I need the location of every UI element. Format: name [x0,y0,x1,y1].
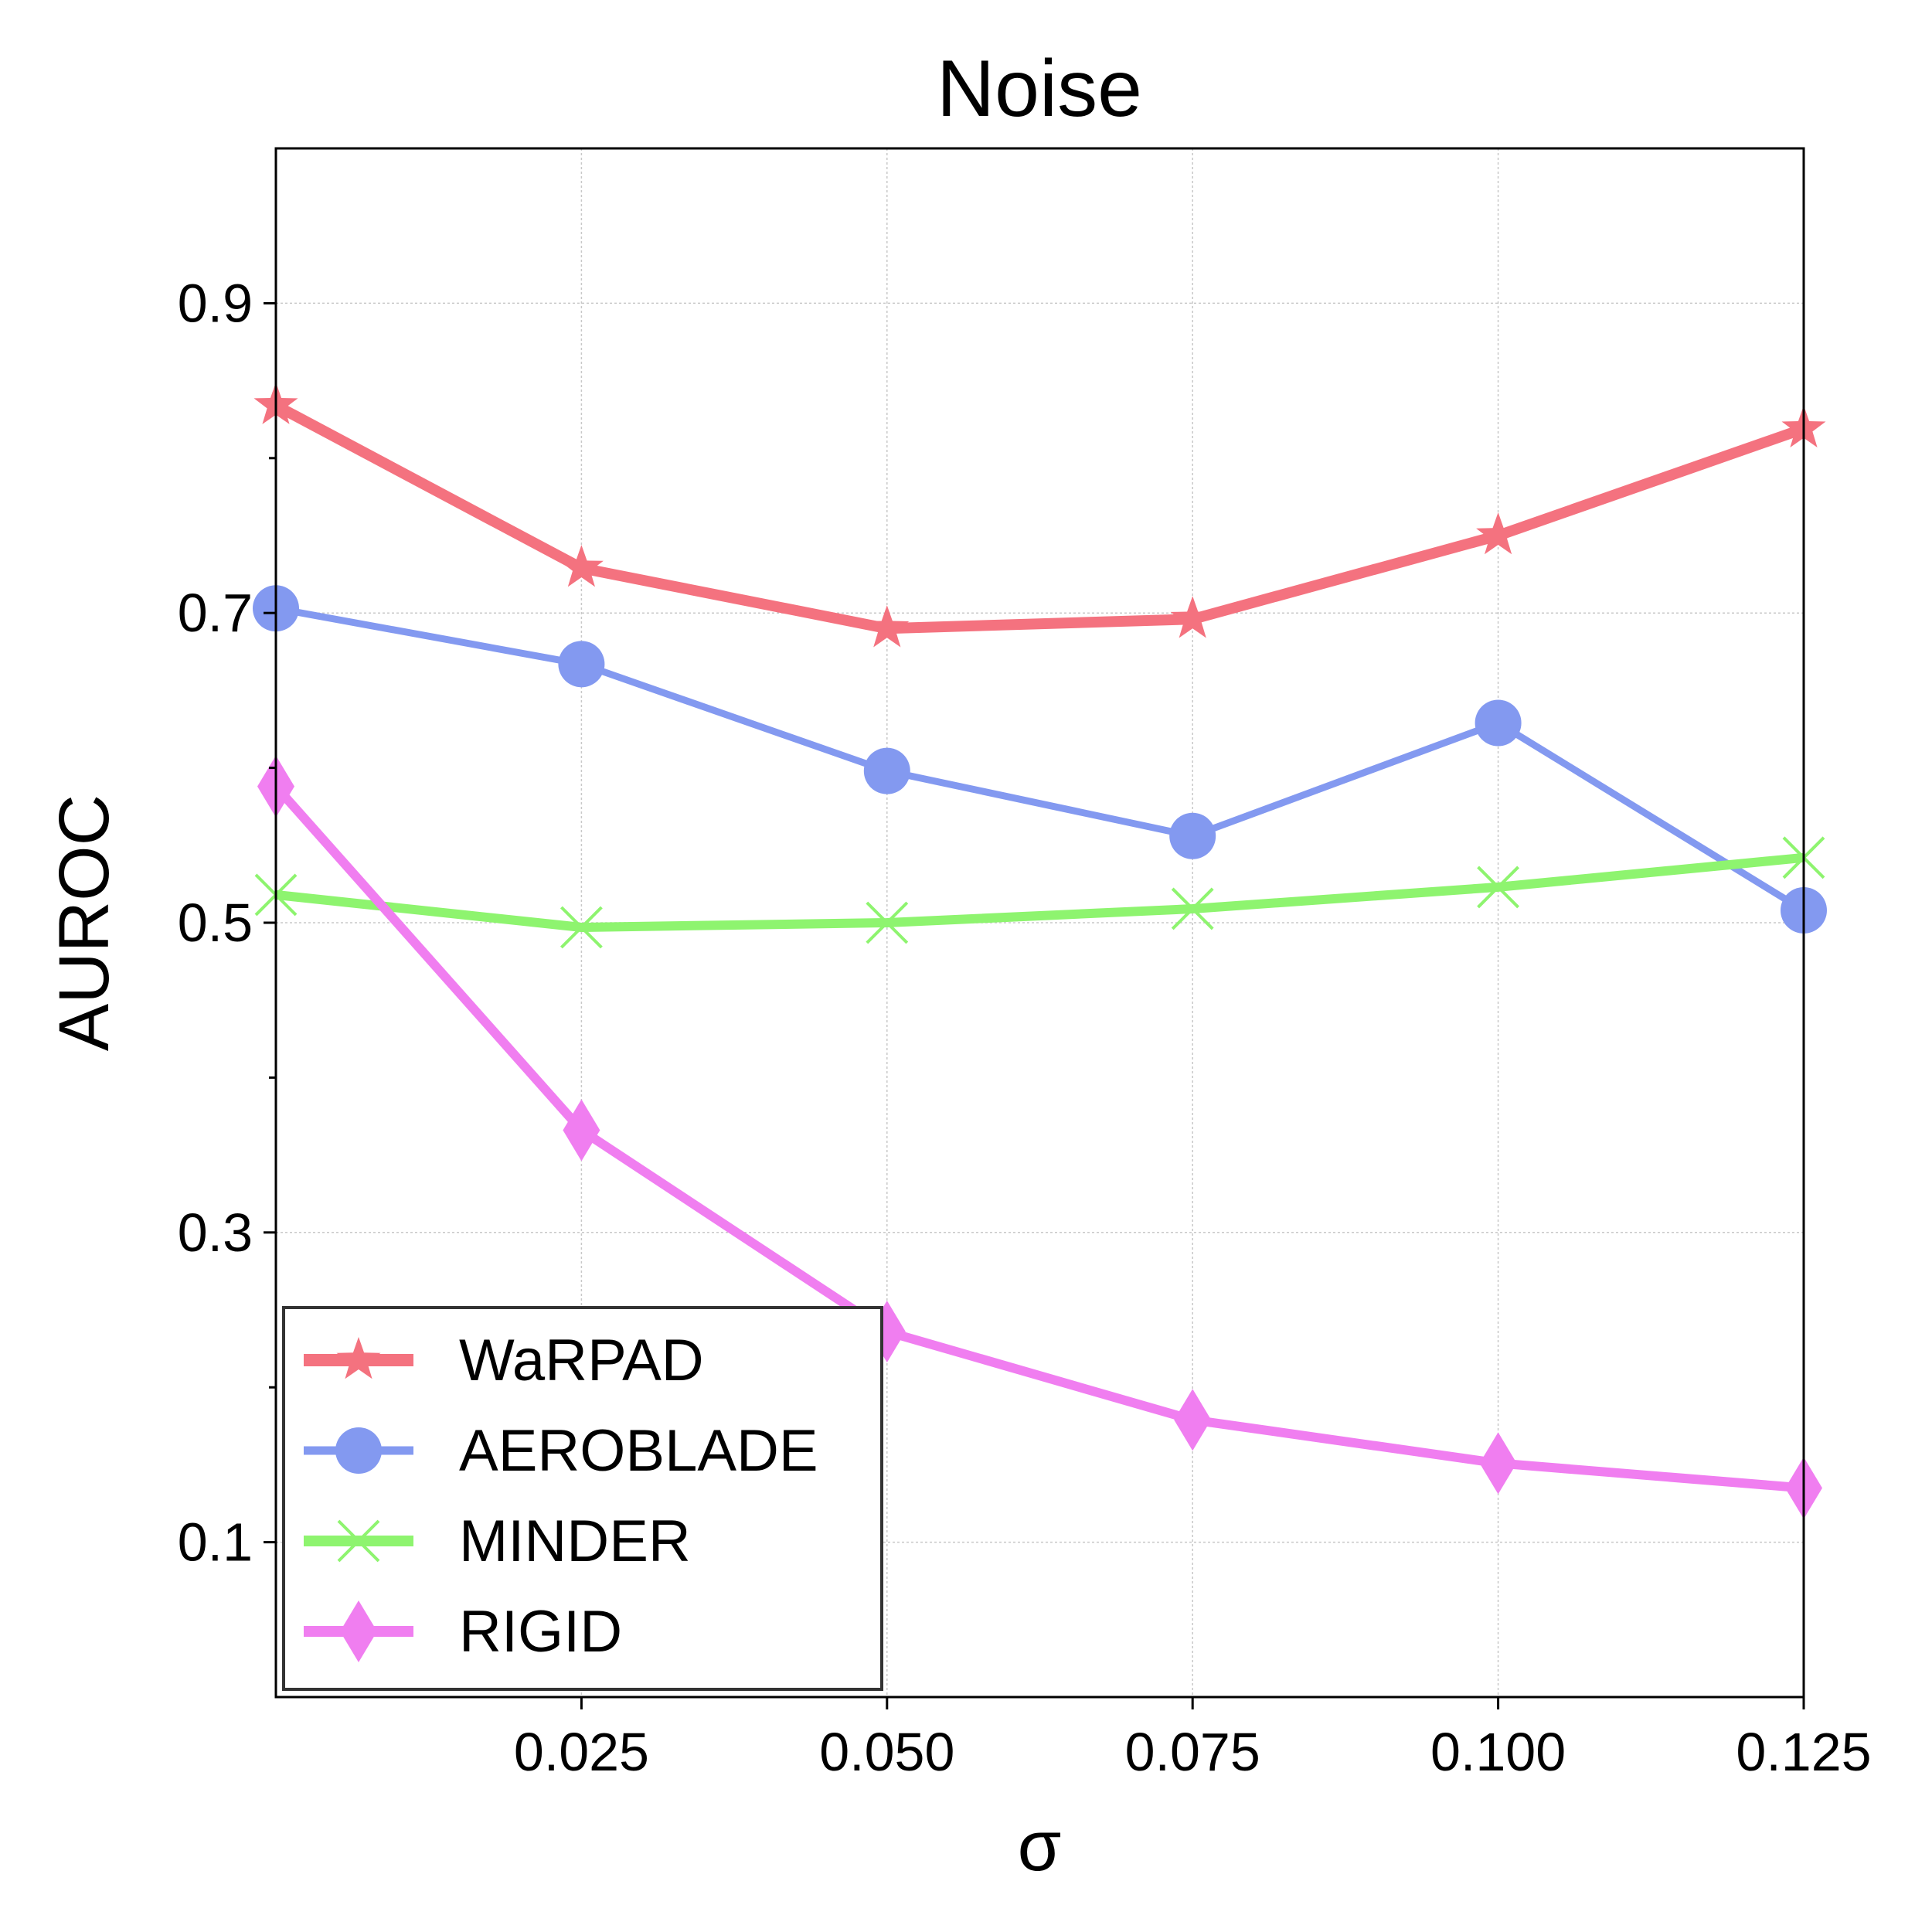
legend-entry-warpad: WaRPAD [304,1328,704,1393]
series-line-warpad [273,400,1806,634]
axis-ticks: 0.025 0.050 0.075 0.100 0.125 0.1 0.3 0.5 0.7 0.9 [178,273,1872,1782]
series-warpad [253,382,1826,648]
chart-title: Noise [937,44,1142,134]
x-tick-label: 0.075 [1125,1722,1260,1782]
data-point-rigid [1174,1389,1212,1451]
legend-marker-rigid [340,1600,377,1662]
data-point-warpad [1476,512,1521,555]
legend-label: RIGID [459,1599,622,1665]
data-point-rigid [563,1099,600,1162]
x-tick-label: 0.025 [514,1722,649,1782]
legend-label: WaRPAD [459,1328,704,1393]
data-point-minder [1477,866,1520,909]
data-point-minder [1171,887,1214,930]
x-axis-label: σ [1018,1807,1062,1886]
legend-entry-aeroblade: AEROBLADE [304,1418,818,1484]
series-line-rigid [272,783,1804,1493]
legend-label: AEROBLADE [459,1418,818,1484]
data-point-aeroblade [1169,812,1216,859]
data-point-aeroblade [1475,699,1522,747]
legend-marker-minder [337,1519,380,1563]
legend-entry-minder: MINDER [304,1509,691,1574]
legend-marker-aeroblade [335,1427,382,1474]
x-tick-label: 0.100 [1430,1722,1566,1782]
data-point-warpad [1170,596,1215,638]
series-line-minder [275,852,1804,932]
legend-entry-rigid: RIGID [304,1599,622,1665]
data-point-minder [866,901,909,944]
data-point-minder [560,906,603,949]
legend-box [282,1306,883,1691]
y-tick-label: 0.5 [178,893,253,953]
y-tick-label: 0.7 [178,583,253,643]
y-tick-label: 0.3 [178,1202,253,1263]
legend: WaRPAD AEROBLADE MINDER RIGID [282,1306,883,1691]
data-point-warpad [559,545,604,587]
data-point-rigid [1479,1432,1517,1495]
series-layer [253,382,1827,1519]
series-rigid [257,755,1822,1519]
series-aeroblade [253,585,1827,934]
legend-label: MINDER [459,1509,691,1574]
x-tick-label: 0.125 [1736,1722,1871,1782]
x-tick-label: 0.050 [819,1722,954,1782]
series-line-aeroblade [275,604,1806,913]
legend-marker-warpad [336,1337,381,1379]
data-point-aeroblade [863,747,910,794]
series-minder [254,836,1825,949]
y-tick-label: 0.9 [178,273,253,333]
data-point-aeroblade [558,641,605,688]
data-point-warpad [865,605,910,648]
y-tick-label: 0.1 [178,1512,253,1573]
y-axis-label: AUROC [45,794,124,1051]
